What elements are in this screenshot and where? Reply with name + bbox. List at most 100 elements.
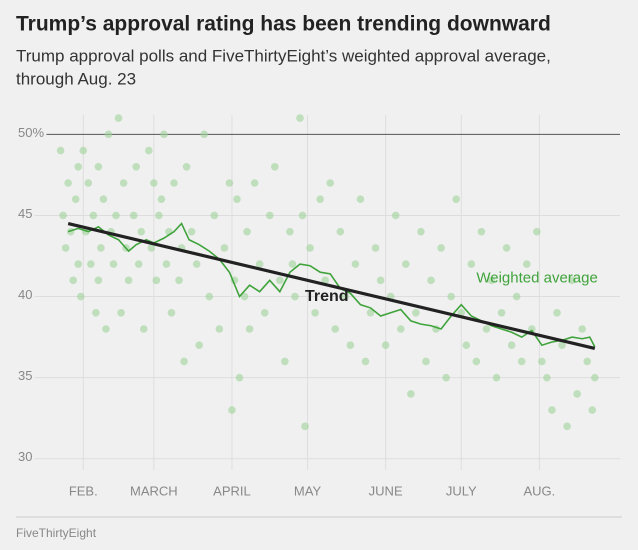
poll-dot (104, 130, 113, 139)
poll-dot (84, 179, 93, 187)
poll-dot (578, 325, 587, 333)
label-bg (16, 286, 35, 302)
poll-dot (351, 260, 360, 268)
poll-dot (97, 244, 105, 252)
poll-dot (281, 357, 289, 366)
chart-subtitle: through Aug. 23 (16, 69, 136, 88)
poll-dot (255, 260, 264, 268)
x-tick-label: JULY (446, 483, 477, 498)
poll-dot (538, 357, 546, 366)
poll-dot (391, 211, 400, 220)
poll-dot (132, 162, 140, 171)
trend-line (67, 221, 596, 351)
label-bg (16, 124, 47, 140)
y-tick-label: 45 (18, 206, 32, 221)
poll-dot (243, 227, 251, 236)
poll-dot (381, 341, 390, 350)
poll-dot (366, 308, 375, 317)
poll-dot (573, 390, 581, 398)
poll-dot (356, 195, 365, 204)
x-tick-label: AUG. (523, 483, 555, 498)
poll-dot (407, 390, 415, 398)
poll-dot (543, 373, 551, 382)
poll-dot (402, 260, 410, 268)
poll-dot (112, 211, 120, 220)
poll-dot (563, 422, 571, 431)
poll-dot (346, 341, 355, 350)
poll-dot (507, 341, 516, 350)
poll-dot (94, 162, 103, 171)
poll-dot (517, 357, 526, 366)
annotation: Trend (305, 288, 349, 305)
poll-dot (522, 260, 531, 268)
poll-dot (56, 146, 65, 155)
poll-dot (114, 114, 123, 122)
poll-dot (291, 292, 299, 301)
poll-dot (558, 341, 566, 350)
poll-dot (553, 308, 561, 317)
poll-dot (276, 276, 284, 285)
poll-dot (109, 260, 118, 268)
poll-dot (326, 179, 335, 187)
poll-dot (134, 260, 143, 268)
poll-dot (69, 276, 77, 285)
poll-dot (533, 227, 541, 236)
poll-dot (89, 211, 98, 220)
poll-dot (568, 276, 576, 285)
poll-dot (94, 276, 103, 285)
poll-dot (457, 308, 466, 317)
poll-dot (260, 308, 269, 317)
poll-dot (228, 406, 236, 414)
poll-dot (306, 244, 314, 252)
poll-dot (512, 292, 521, 301)
poll-dot (321, 276, 329, 285)
label-bg (16, 449, 35, 465)
chart-title: Trump’s approval rating has been trendin… (16, 13, 551, 36)
poll-dot (427, 276, 435, 285)
poll-dot (447, 292, 455, 301)
poll-dot (71, 195, 80, 204)
poll-dot (155, 211, 163, 220)
poll-dot (167, 308, 176, 317)
poll-dot (316, 195, 324, 204)
poll-dot (286, 227, 294, 236)
poll-dot (331, 325, 340, 333)
poll-dot (452, 195, 461, 204)
poll-dot (79, 146, 88, 155)
poll-dot (583, 357, 592, 366)
poll-dot (74, 260, 83, 268)
poll-dot (270, 162, 279, 171)
label-bg (16, 205, 35, 221)
x-tick-label: FEB. (69, 483, 98, 498)
poll-dot (233, 195, 241, 204)
annotation: Weighted average (476, 270, 597, 287)
poll-dot (417, 227, 425, 236)
poll-dot (160, 130, 168, 139)
poll-dot (482, 325, 491, 333)
poll-dot (102, 325, 110, 333)
poll-dot (124, 276, 133, 285)
poll-dot (195, 341, 203, 350)
y-tick-label: 35 (18, 368, 32, 383)
poll-dot (137, 227, 146, 236)
poll-dot (412, 308, 420, 317)
source: FiveThirtyEight (16, 526, 97, 540)
poll-dot (298, 211, 307, 220)
poll-dot (220, 244, 229, 252)
poll-dot (215, 325, 224, 333)
poll-dot (250, 179, 259, 187)
poll-dot (245, 325, 254, 333)
chart-subtitle: Trump approval polls and FiveThirtyEight… (16, 46, 551, 65)
label-bg (16, 368, 35, 384)
poll-dot (477, 227, 486, 236)
x-tick-label: APRIL (213, 483, 251, 498)
poll-dot (192, 260, 201, 268)
poll-dot (87, 260, 95, 268)
poll-dot (341, 292, 350, 301)
poll-dot (437, 244, 445, 252)
poll-dot (139, 325, 148, 333)
poll-dot (210, 211, 219, 220)
poll-dot (371, 244, 380, 252)
poll-dot (99, 195, 108, 204)
